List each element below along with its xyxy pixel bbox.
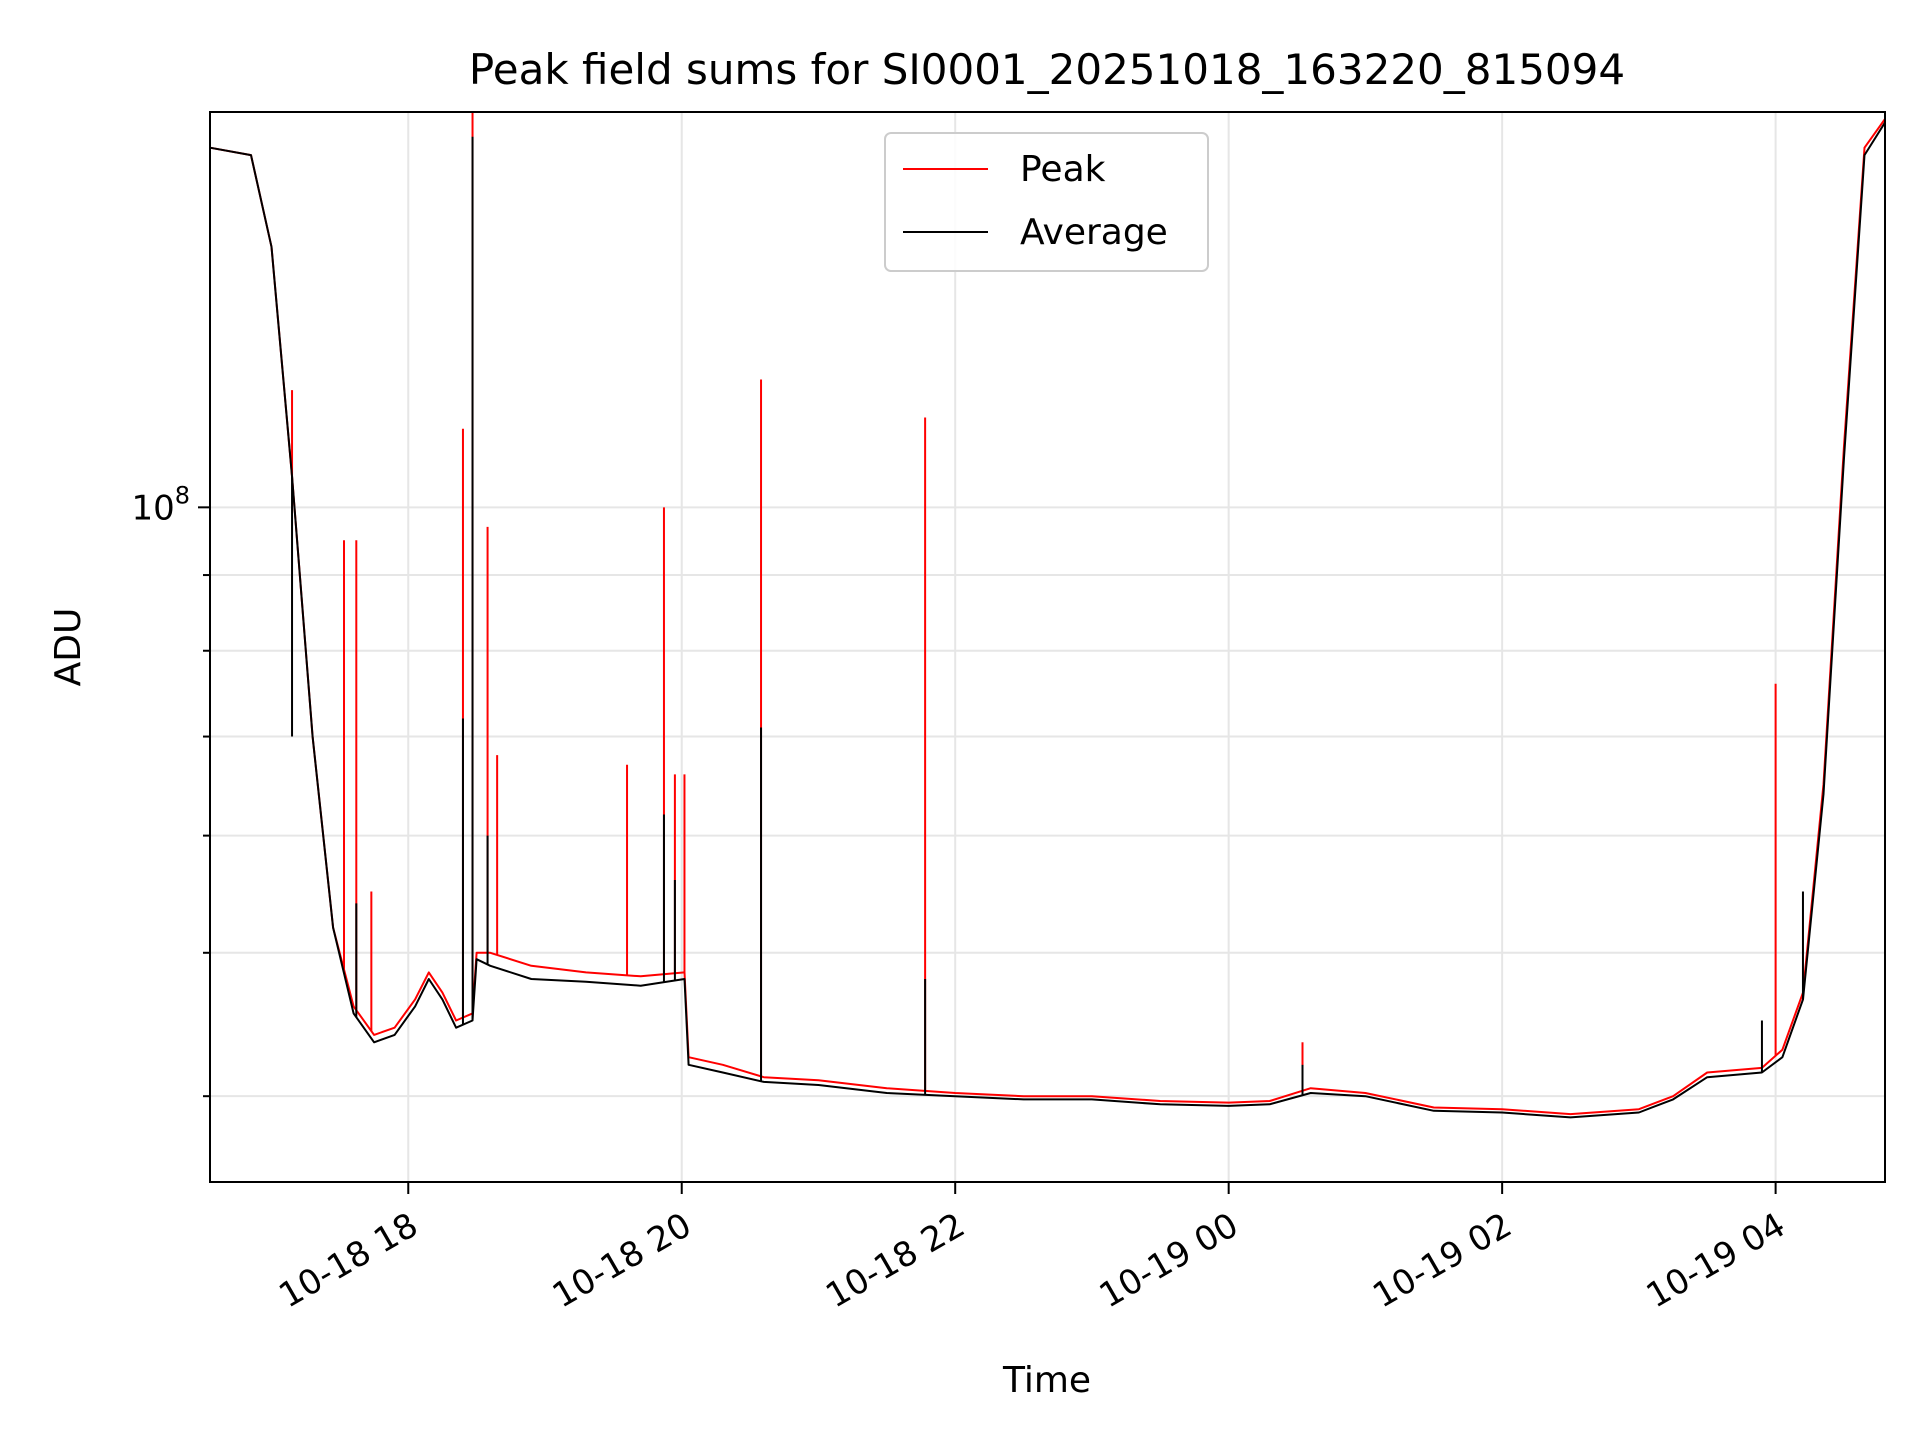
series-peak-line bbox=[209, 118, 1886, 1116]
y-tick-label: 108 bbox=[131, 481, 190, 528]
axes-frame bbox=[209, 111, 1886, 1183]
legend-box bbox=[884, 132, 1209, 272]
legend-label-peak: Peak bbox=[1020, 149, 1106, 190]
series-average-line bbox=[209, 121, 1886, 1119]
y-axis-label: ADU bbox=[48, 608, 89, 687]
legend-label-average: Average bbox=[1020, 212, 1168, 253]
chart-title: Peak field sums for SI0001_20251018_1632… bbox=[469, 45, 1625, 94]
plot-area bbox=[210, 112, 1885, 1182]
legend: Peak Average bbox=[884, 132, 1209, 272]
series-lines bbox=[209, 112, 1886, 1119]
x-axis-label: Time bbox=[1002, 1360, 1091, 1401]
